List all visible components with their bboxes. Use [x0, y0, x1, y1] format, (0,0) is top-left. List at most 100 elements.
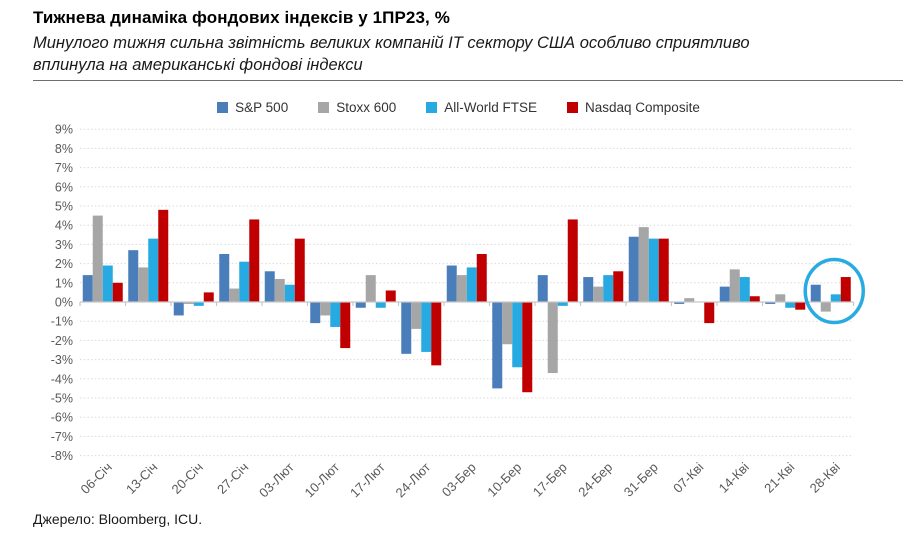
y-axis-label: 1%: [55, 276, 73, 290]
bar-all-world-ftse-17-Бер: [557, 302, 568, 306]
bar-nasdaq-composite-24-Бер: [613, 271, 624, 302]
bar-s-p-500-27-Січ: [219, 254, 230, 302]
bar-s-p-500-10-Бер: [492, 302, 503, 389]
bar-all-world-ftse-06-Січ: [102, 265, 113, 302]
bar-nasdaq-composite-10-Бер: [522, 302, 533, 393]
bar-all-world-ftse-10-Лют: [330, 302, 341, 327]
bar-stoxx-600-27-Січ: [229, 288, 240, 302]
y-axis-label: 3%: [55, 238, 73, 252]
bar-stoxx-600-10-Лют: [320, 302, 331, 316]
bar-s-p-500-03-Бер: [446, 265, 457, 302]
x-axis-label: 14-Кві: [716, 459, 752, 495]
bar-nasdaq-composite-17-Бер: [567, 219, 578, 302]
bar-nasdaq-composite-03-Лют: [294, 238, 305, 302]
legend-item-s-p-500: S&P 500: [217, 100, 288, 115]
x-axis-label: 07-Кві: [670, 459, 706, 495]
x-axis-label: 17-Бер: [530, 460, 570, 500]
y-axis-label: -8%: [51, 449, 73, 463]
bar-stoxx-600-06-Січ: [92, 215, 103, 302]
bar-stoxx-600-24-Бер: [593, 286, 604, 302]
y-axis-label: -6%: [51, 411, 73, 425]
bar-stoxx-600-14-Кві: [729, 269, 740, 302]
x-axis-label: 24-Лют: [393, 459, 434, 500]
bar-s-p-500-21-Кві: [765, 302, 776, 304]
bar-all-world-ftse-14-Кві: [739, 277, 750, 302]
header-divider: [33, 80, 903, 81]
bar-s-p-500-24-Бер: [583, 277, 594, 302]
bar-all-world-ftse-28-Кві: [830, 294, 841, 302]
y-axis-label: 4%: [55, 219, 73, 233]
y-axis-label: 8%: [55, 142, 73, 156]
page-title: Тижнева динаміка фондових індексів у 1ПР…: [33, 8, 450, 27]
page-subtitle: Минулого тижня сильна звітність великих …: [33, 34, 750, 74]
legend-swatch-icon: [426, 102, 438, 113]
x-axis-label: 10-Лют: [302, 459, 343, 500]
bar-s-p-500-24-Лют: [401, 302, 412, 354]
bar-all-world-ftse-10-Бер: [512, 302, 523, 368]
legend-swatch-icon: [217, 102, 229, 113]
bar-nasdaq-composite-21-Кві: [795, 302, 806, 310]
bar-nasdaq-composite-06-Січ: [112, 282, 123, 302]
legend-item-stoxx-600: Stoxx 600: [318, 100, 396, 115]
y-axis-label: 0%: [55, 296, 73, 310]
bar-all-world-ftse-21-Кві: [785, 302, 796, 308]
y-axis-label: -1%: [51, 315, 73, 329]
x-axis-label: 21-Кві: [761, 459, 797, 495]
legend-swatch-icon: [318, 102, 330, 113]
bar-stoxx-600-21-Кві: [775, 294, 786, 302]
bar-all-world-ftse-27-Січ: [239, 261, 250, 302]
bar-all-world-ftse-20-Січ: [193, 302, 204, 306]
bar-s-p-500-17-Бер: [537, 275, 548, 302]
x-axis-label: 20-Січ: [169, 460, 206, 497]
x-axis-label: 10-Бер: [484, 460, 524, 500]
bar-stoxx-600-13-Січ: [138, 267, 149, 302]
bar-nasdaq-composite-20-Січ: [203, 292, 214, 302]
x-axis-label: 24-Бер: [575, 460, 615, 500]
chart-legend: S&P 500 Stoxx 600 All-World FTSE Nasdaq Com…: [0, 100, 917, 115]
y-axis-label: -4%: [51, 372, 73, 386]
y-axis-label: 7%: [55, 161, 73, 175]
x-axis-label: 03-Бер: [439, 460, 479, 500]
bar-stoxx-600-20-Січ: [183, 302, 194, 304]
legend-label: Nasdaq Composite: [585, 100, 700, 115]
bar-s-p-500-20-Січ: [173, 302, 184, 316]
bar-nasdaq-composite-31-Бер: [658, 238, 669, 302]
bar-nasdaq-composite-10-Лют: [340, 302, 351, 349]
y-axis-label: 9%: [55, 123, 73, 137]
bar-stoxx-600-07-Кві: [684, 298, 695, 302]
bar-nasdaq-composite-17-Лют: [385, 290, 396, 302]
bar-stoxx-600-28-Кві: [820, 302, 831, 312]
x-axis-label: 06-Січ: [78, 460, 115, 497]
y-axis-label: 2%: [55, 257, 73, 271]
bar-s-p-500-03-Лют: [264, 271, 275, 302]
bar-stoxx-600-17-Лют: [365, 275, 376, 302]
bar-stoxx-600-31-Бер: [638, 227, 649, 302]
bar-s-p-500-28-Кві: [810, 284, 821, 302]
bar-all-world-ftse-03-Бер: [466, 267, 477, 302]
x-axis-label: 13-Січ: [123, 460, 160, 497]
y-axis-label: -2%: [51, 334, 73, 348]
bar-s-p-500-17-Лют: [355, 302, 366, 308]
legend-item-nasdaq-composite: Nasdaq Composite: [567, 100, 700, 115]
legend-label: Stoxx 600: [336, 100, 397, 115]
y-axis-label: 5%: [55, 200, 73, 214]
bar-nasdaq-composite-13-Січ: [158, 209, 169, 302]
x-axis-label: 28-Кві: [807, 459, 843, 495]
x-axis-label: 17-Лют: [347, 459, 388, 500]
legend-label: S&P 500: [235, 100, 289, 115]
x-axis-label: 27-Січ: [214, 460, 251, 497]
bar-s-p-500-07-Кві: [674, 302, 685, 304]
bar-s-p-500-14-Кві: [719, 286, 730, 302]
y-axis-label: -7%: [51, 430, 73, 444]
legend-label: All-World FTSE: [444, 100, 538, 115]
bar-stoxx-600-10-Бер: [502, 302, 513, 345]
bar-all-world-ftse-24-Лют: [421, 302, 432, 352]
bar-nasdaq-composite-07-Кві: [704, 302, 715, 324]
bar-s-p-500-10-Лют: [310, 302, 321, 324]
highlight-ellipse: [803, 257, 865, 325]
legend-swatch-icon: [567, 102, 579, 113]
bar-nasdaq-composite-03-Бер: [476, 254, 487, 302]
bar-s-p-500-06-Січ: [82, 275, 93, 302]
